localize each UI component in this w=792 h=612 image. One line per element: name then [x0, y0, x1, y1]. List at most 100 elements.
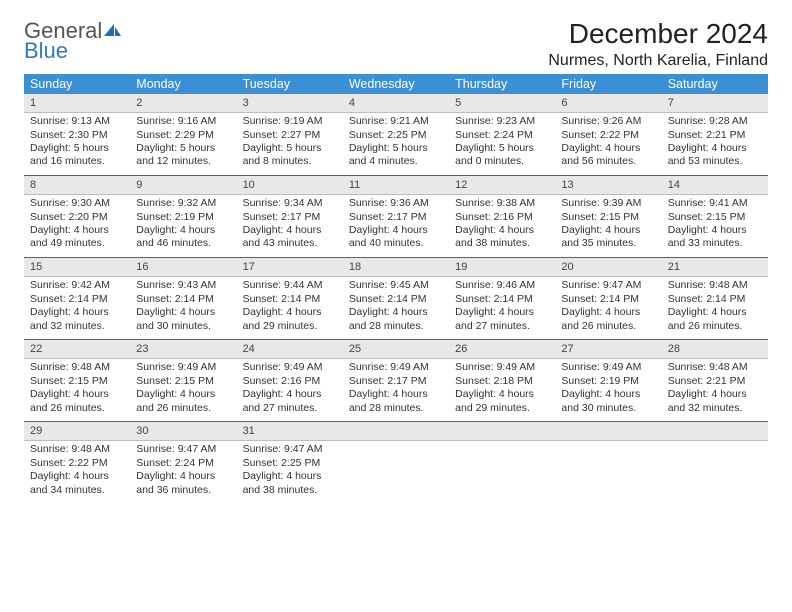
- day-cell: [343, 422, 449, 503]
- week-row: 29Sunrise: 9:48 AMSunset: 2:22 PMDayligh…: [24, 422, 768, 503]
- day-number: 11: [343, 176, 449, 195]
- day-header: Monday: [130, 74, 236, 94]
- daylight-line: Daylight: 4 hours and 38 minutes.: [455, 224, 549, 251]
- daylight-line: Daylight: 4 hours and 32 minutes.: [30, 306, 124, 333]
- day-body: Sunrise: 9:42 AMSunset: 2:14 PMDaylight:…: [24, 277, 130, 339]
- day-body: Sunrise: 9:28 AMSunset: 2:21 PMDaylight:…: [662, 113, 768, 175]
- sunset-line: Sunset: 2:19 PM: [561, 375, 655, 388]
- day-number: 26: [449, 340, 555, 359]
- day-number: 20: [555, 258, 661, 277]
- daylight-line: Daylight: 4 hours and 35 minutes.: [561, 224, 655, 251]
- day-body: Sunrise: 9:21 AMSunset: 2:25 PMDaylight:…: [343, 113, 449, 175]
- week-row: 8Sunrise: 9:30 AMSunset: 2:20 PMDaylight…: [24, 176, 768, 258]
- sunrise-line: Sunrise: 9:47 AM: [561, 279, 655, 292]
- day-body: Sunrise: 9:23 AMSunset: 2:24 PMDaylight:…: [449, 113, 555, 175]
- sunrise-line: Sunrise: 9:19 AM: [243, 115, 337, 128]
- day-number: 1: [24, 94, 130, 113]
- day-number: 17: [237, 258, 343, 277]
- day-header: Saturday: [662, 74, 768, 94]
- daylight-line: Daylight: 4 hours and 29 minutes.: [455, 388, 549, 415]
- day-cell: 21Sunrise: 9:48 AMSunset: 2:14 PMDayligh…: [662, 258, 768, 339]
- sunrise-line: Sunrise: 9:49 AM: [455, 361, 549, 374]
- day-number: [662, 422, 768, 441]
- day-body: Sunrise: 9:43 AMSunset: 2:14 PMDaylight:…: [130, 277, 236, 339]
- day-body: [555, 441, 661, 503]
- sunrise-line: Sunrise: 9:49 AM: [136, 361, 230, 374]
- day-number: 30: [130, 422, 236, 441]
- day-cell: 7Sunrise: 9:28 AMSunset: 2:21 PMDaylight…: [662, 94, 768, 175]
- day-cell: 1Sunrise: 9:13 AMSunset: 2:30 PMDaylight…: [24, 94, 130, 175]
- daylight-line: Daylight: 4 hours and 49 minutes.: [30, 224, 124, 251]
- daylight-line: Daylight: 5 hours and 12 minutes.: [136, 142, 230, 169]
- day-body: Sunrise: 9:30 AMSunset: 2:20 PMDaylight:…: [24, 195, 130, 257]
- calendar: SundayMondayTuesdayWednesdayThursdayFrid…: [24, 74, 768, 503]
- header: General Blue December 2024 Nurmes, North…: [24, 18, 768, 70]
- daylight-line: Daylight: 4 hours and 38 minutes.: [243, 470, 337, 497]
- day-number: 9: [130, 176, 236, 195]
- sunset-line: Sunset: 2:29 PM: [136, 129, 230, 142]
- day-body: Sunrise: 9:47 AMSunset: 2:14 PMDaylight:…: [555, 277, 661, 339]
- day-body: Sunrise: 9:38 AMSunset: 2:16 PMDaylight:…: [449, 195, 555, 257]
- daylight-line: Daylight: 4 hours and 33 minutes.: [668, 224, 762, 251]
- day-cell: 29Sunrise: 9:48 AMSunset: 2:22 PMDayligh…: [24, 422, 130, 503]
- daylight-line: Daylight: 4 hours and 30 minutes.: [136, 306, 230, 333]
- day-cell: 27Sunrise: 9:49 AMSunset: 2:19 PMDayligh…: [555, 340, 661, 421]
- page-title: December 2024: [548, 18, 768, 50]
- sunset-line: Sunset: 2:15 PM: [136, 375, 230, 388]
- sunrise-line: Sunrise: 9:44 AM: [243, 279, 337, 292]
- day-number: 22: [24, 340, 130, 359]
- day-header: Sunday: [24, 74, 130, 94]
- day-body: Sunrise: 9:36 AMSunset: 2:17 PMDaylight:…: [343, 195, 449, 257]
- day-cell: 11Sunrise: 9:36 AMSunset: 2:17 PMDayligh…: [343, 176, 449, 257]
- sunrise-line: Sunrise: 9:21 AM: [349, 115, 443, 128]
- sunset-line: Sunset: 2:17 PM: [349, 211, 443, 224]
- daylight-line: Daylight: 4 hours and 30 minutes.: [561, 388, 655, 415]
- sunrise-line: Sunrise: 9:47 AM: [136, 443, 230, 456]
- day-number: [555, 422, 661, 441]
- sunset-line: Sunset: 2:17 PM: [349, 375, 443, 388]
- day-number: 10: [237, 176, 343, 195]
- sunrise-line: Sunrise: 9:41 AM: [668, 197, 762, 210]
- day-cell: 18Sunrise: 9:45 AMSunset: 2:14 PMDayligh…: [343, 258, 449, 339]
- day-number: 12: [449, 176, 555, 195]
- sunrise-line: Sunrise: 9:48 AM: [30, 361, 124, 374]
- day-body: Sunrise: 9:49 AMSunset: 2:15 PMDaylight:…: [130, 359, 236, 421]
- day-number: 15: [24, 258, 130, 277]
- sunset-line: Sunset: 2:19 PM: [136, 211, 230, 224]
- daylight-line: Daylight: 4 hours and 46 minutes.: [136, 224, 230, 251]
- day-cell: [662, 422, 768, 503]
- day-cell: 20Sunrise: 9:47 AMSunset: 2:14 PMDayligh…: [555, 258, 661, 339]
- title-block: December 2024 Nurmes, North Karelia, Fin…: [548, 18, 768, 70]
- day-cell: 13Sunrise: 9:39 AMSunset: 2:15 PMDayligh…: [555, 176, 661, 257]
- day-cell: 17Sunrise: 9:44 AMSunset: 2:14 PMDayligh…: [237, 258, 343, 339]
- logo: General Blue: [24, 18, 122, 64]
- sunset-line: Sunset: 2:16 PM: [243, 375, 337, 388]
- day-cell: 5Sunrise: 9:23 AMSunset: 2:24 PMDaylight…: [449, 94, 555, 175]
- sunset-line: Sunset: 2:22 PM: [30, 457, 124, 470]
- day-body: Sunrise: 9:49 AMSunset: 2:16 PMDaylight:…: [237, 359, 343, 421]
- daylight-line: Daylight: 4 hours and 53 minutes.: [668, 142, 762, 169]
- sunrise-line: Sunrise: 9:49 AM: [561, 361, 655, 374]
- sunrise-line: Sunrise: 9:28 AM: [668, 115, 762, 128]
- day-number: 4: [343, 94, 449, 113]
- day-cell: 28Sunrise: 9:48 AMSunset: 2:21 PMDayligh…: [662, 340, 768, 421]
- day-body: Sunrise: 9:26 AMSunset: 2:22 PMDaylight:…: [555, 113, 661, 175]
- day-cell: 24Sunrise: 9:49 AMSunset: 2:16 PMDayligh…: [237, 340, 343, 421]
- day-cell: 16Sunrise: 9:43 AMSunset: 2:14 PMDayligh…: [130, 258, 236, 339]
- day-cell: 4Sunrise: 9:21 AMSunset: 2:25 PMDaylight…: [343, 94, 449, 175]
- daylight-line: Daylight: 4 hours and 56 minutes.: [561, 142, 655, 169]
- day-body: Sunrise: 9:34 AMSunset: 2:17 PMDaylight:…: [237, 195, 343, 257]
- day-cell: 6Sunrise: 9:26 AMSunset: 2:22 PMDaylight…: [555, 94, 661, 175]
- day-cell: 30Sunrise: 9:47 AMSunset: 2:24 PMDayligh…: [130, 422, 236, 503]
- sunset-line: Sunset: 2:21 PM: [668, 375, 762, 388]
- daylight-line: Daylight: 4 hours and 29 minutes.: [243, 306, 337, 333]
- day-number: 3: [237, 94, 343, 113]
- sunrise-line: Sunrise: 9:32 AM: [136, 197, 230, 210]
- day-cell: 12Sunrise: 9:38 AMSunset: 2:16 PMDayligh…: [449, 176, 555, 257]
- day-body: [449, 441, 555, 503]
- day-body: Sunrise: 9:44 AMSunset: 2:14 PMDaylight:…: [237, 277, 343, 339]
- sunrise-line: Sunrise: 9:38 AM: [455, 197, 549, 210]
- sunrise-line: Sunrise: 9:42 AM: [30, 279, 124, 292]
- day-header: Wednesday: [343, 74, 449, 94]
- sunset-line: Sunset: 2:30 PM: [30, 129, 124, 142]
